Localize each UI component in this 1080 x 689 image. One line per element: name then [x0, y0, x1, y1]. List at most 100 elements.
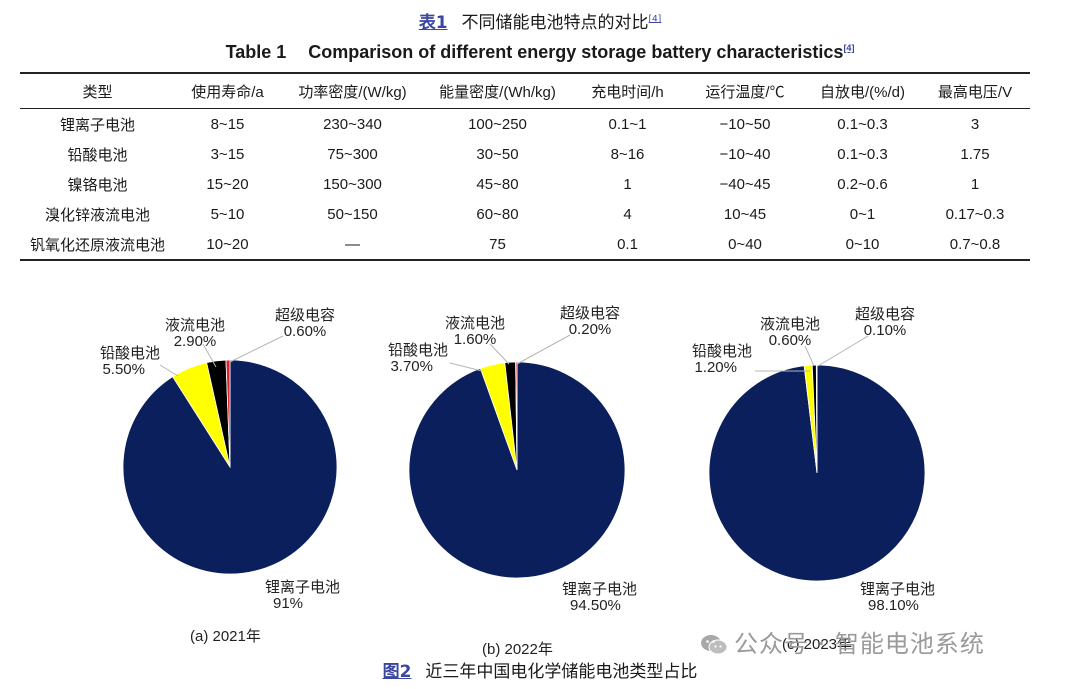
leader-line	[804, 345, 815, 367]
leader-line	[159, 364, 179, 377]
table-row: 锂离子电池 8~15 230~340 100~250 0.1~1 −10~50 0.1~0.…	[20, 109, 1030, 140]
figure-caption: 图2 近三年中国电化学储能电池类型占比	[0, 657, 1080, 682]
table-header-row: 类型 使用寿命/a 功率密度/(W/kg) 能量密度/(Wh/kg) 充电时间/…	[20, 73, 1030, 109]
table-cell: 4	[623, 205, 632, 223]
slice-value-label: 0.10%	[864, 322, 907, 339]
table-cell: 1.75	[960, 145, 990, 163]
leader-line	[229, 335, 284, 363]
table-cell: 5~10	[210, 205, 245, 223]
column-header: 运行温度/℃	[705, 83, 785, 101]
table-cell: 30~50	[476, 145, 519, 163]
table-cell: 75~300	[327, 145, 378, 163]
table-cell: 8~15	[210, 115, 245, 133]
column-header: 使用寿命/a	[191, 83, 264, 101]
table-cell: −10~50	[719, 115, 771, 133]
table-cell: 150~300	[323, 175, 382, 193]
comparison-table: 类型 使用寿命/a 功率密度/(W/kg) 能量密度/(Wh/kg) 充电时间/…	[20, 72, 1030, 261]
table-cell: 0.17~0.3	[945, 205, 1005, 223]
table-cell: 45~80	[476, 175, 519, 193]
chart-caption: (a) 2021年	[190, 628, 261, 645]
table-caption-text: 不同储能电池特点的对比	[461, 13, 649, 33]
table-cell: 0~1	[849, 205, 876, 223]
table-caption-english: Table 1 Comparison of different energy st…	[0, 42, 1080, 63]
table-cell: −10~40	[719, 145, 771, 163]
slice-label: 铅酸电池	[100, 345, 160, 362]
table-cell: 0.7~0.8	[949, 235, 1001, 253]
chart-caption: (c) 2023年	[782, 636, 853, 653]
table-cell: 3~15	[210, 145, 245, 163]
table-label-english: Table 1	[225, 42, 287, 62]
table-reference-link-english[interactable]: [4]	[843, 43, 855, 53]
column-header: 自放电/(%/d)	[819, 83, 905, 101]
table-cell: 60~80	[476, 205, 519, 223]
table-row: 铅酸电池 3~15 75~300 30~50 8~16 −10~40 0.1~0.3 1.75	[20, 139, 1030, 169]
slice-value-label: 2.90%	[174, 333, 217, 350]
column-header: 功率密度/(W/kg)	[298, 83, 407, 101]
slice-label: 超级电容	[560, 305, 620, 322]
slice-value-label: 94.50%	[570, 597, 621, 614]
leader-line	[817, 335, 869, 367]
table-cell: 0.2~0.6	[837, 175, 888, 193]
table-cell: 3	[970, 115, 980, 133]
slice-value-label: 5.50%	[102, 361, 145, 378]
slice-value-label: 0.20%	[569, 321, 612, 338]
watermark: 公众号 · 智能电池系统	[700, 624, 985, 659]
slice-label: 铅酸电池	[692, 343, 752, 360]
watermark-text: 公众号 · 智能电池系统	[734, 630, 985, 658]
slice-label: 液流电池	[445, 315, 505, 332]
slice-value-label: 1.60%	[454, 331, 497, 348]
table-row: 溴化锌液流电池 5~10 50~150 60~80 4 10~45 0~1 0.17~0.3	[20, 199, 1030, 229]
slice-label: 超级电容	[855, 306, 915, 323]
table-label: 表1	[418, 13, 448, 33]
slice-label: 锂离子电池	[562, 581, 637, 598]
slice-label: 锂离子电池	[860, 581, 935, 598]
figure-label: 图2	[382, 662, 412, 682]
table-cell: 0.1	[617, 235, 638, 253]
table-cell: 15~20	[206, 175, 249, 193]
column-header: 最高电压/V	[937, 83, 1013, 101]
table-cell: 0.1~1	[608, 115, 647, 133]
column-header: 充电时间/h	[591, 83, 664, 101]
leader-line	[202, 343, 217, 368]
figure-caption-text: 近三年中国电化学储能电池类型占比	[425, 662, 698, 682]
table-row: 钒氧化还原液流电池 10~20 — 75 0.1 0~40 0~10 0.7~0.8	[20, 229, 1030, 260]
slice-value-label: 3.70%	[390, 358, 433, 375]
table-cell: 0~10	[845, 235, 880, 253]
table-cell: −40~45	[719, 175, 771, 193]
column-header: 类型	[82, 83, 113, 101]
row-type-cell: 钒氧化还原液流电池	[29, 236, 165, 254]
table-cell: 230~340	[323, 115, 382, 133]
table-reference-link[interactable]: [4]	[648, 14, 662, 25]
row-type-cell: 铅酸电池	[67, 146, 128, 164]
table-cell: 10~45	[723, 205, 767, 223]
slice-label: 液流电池	[165, 317, 225, 334]
table-cell: 50~150	[327, 205, 378, 223]
table-caption: 表1 不同储能电池特点的对比[4]	[0, 8, 1080, 33]
pie-slice-supercapacitor	[225, 359, 231, 468]
chart-caption: (b) 2022年	[482, 641, 553, 658]
slice-label: 超级电容	[275, 307, 335, 324]
table-cell: 1	[623, 175, 632, 193]
table-cell: 1	[970, 175, 980, 193]
leader-line	[516, 334, 571, 365]
column-header: 能量密度/(Wh/kg)	[439, 83, 556, 101]
leader-line	[489, 343, 510, 365]
slice-label: 铅酸电池	[388, 342, 448, 359]
slice-label: 锂离子电池	[265, 579, 340, 596]
slice-value-label: 1.20%	[694, 359, 737, 376]
table-caption-english-text: Comparison of different energy storage b…	[308, 42, 844, 62]
slice-value-label: 98.10%	[868, 597, 919, 614]
slice-value-label: 0.60%	[284, 323, 327, 340]
table-cell: 0.1~0.3	[837, 145, 888, 163]
table-cell: 0.1~0.3	[837, 115, 888, 133]
row-type-cell: 镍铬电池	[67, 176, 128, 194]
table-cell: 75	[489, 235, 506, 253]
slice-value-label: 91%	[273, 595, 303, 612]
row-type-cell: 锂离子电池	[59, 116, 135, 134]
pie-slice-supercapacitor	[515, 361, 518, 471]
table-row: 镍铬电池 15~20 150~300 45~80 1 −40~45 0.2~0.6 1	[20, 169, 1030, 199]
